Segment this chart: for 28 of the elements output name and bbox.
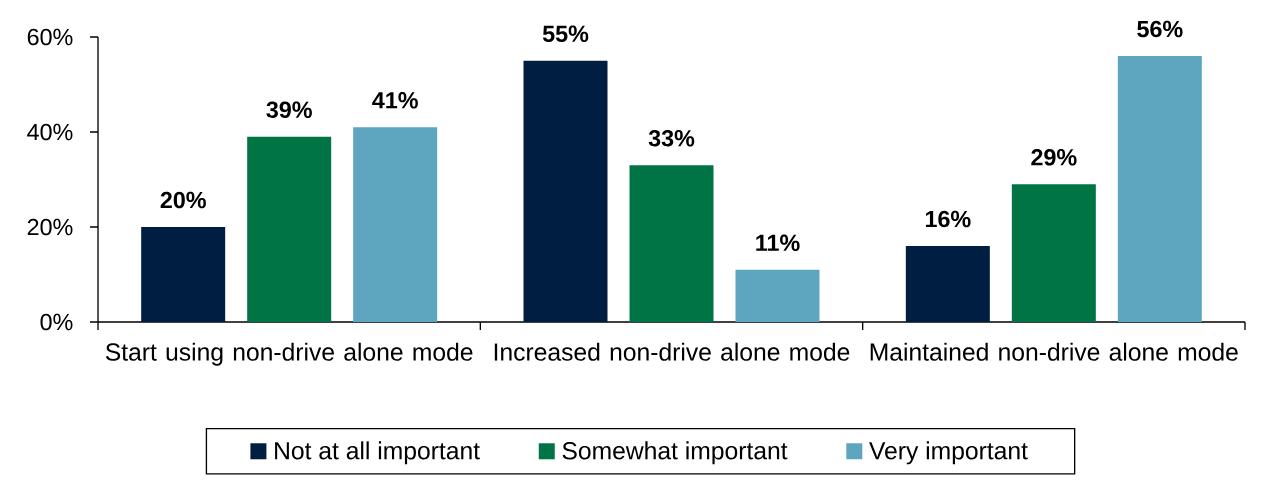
legend-label: Not at all important — [275, 441, 480, 465]
data-label: 33% — [648, 129, 695, 147]
x-tick-label: Maintained non-drive alone mode — [870, 342, 1238, 361]
y-tick-label: 0% — [40, 313, 73, 331]
y-tick-label: 20% — [27, 218, 73, 236]
bar — [141, 226, 226, 322]
data-label: 55% — [542, 25, 589, 43]
bar — [735, 269, 820, 322]
bar — [353, 127, 438, 322]
bar — [1117, 56, 1202, 322]
bar — [247, 136, 332, 322]
data-label: 20% — [160, 191, 206, 209]
legend-label: Somewhat important — [562, 441, 788, 465]
x-tick-label: Start using non-drive alone mode — [105, 342, 473, 366]
bar — [1011, 184, 1096, 322]
data-label: 39% — [266, 101, 312, 119]
y-tick-label: 40% — [27, 123, 73, 141]
legend-label: Very important — [869, 441, 1028, 465]
bar — [629, 165, 714, 322]
data-label: 29% — [1031, 149, 1077, 166]
y-tick-label: 60% — [27, 28, 73, 46]
data-label: 11% — [756, 234, 800, 252]
data-label: 56% — [1137, 20, 1183, 38]
data-label: 16% — [925, 210, 971, 228]
x-tick-label: Increased non-drive alone mode — [494, 342, 850, 361]
bar — [523, 60, 608, 322]
bar — [905, 245, 990, 322]
data-label: 41% — [372, 92, 418, 109]
